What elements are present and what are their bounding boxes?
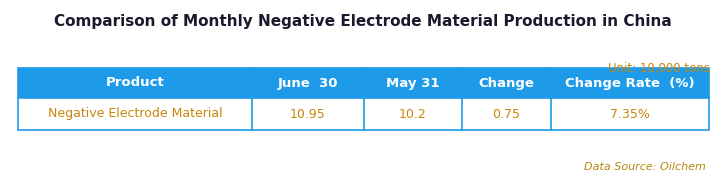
Text: 0.75: 0.75 [492, 107, 520, 120]
Bar [18, 98, 709, 130]
Text: May 31: May 31 [386, 76, 439, 89]
Text: Negative Electrode Material: Negative Electrode Material [47, 107, 222, 120]
Text: Change: Change [478, 76, 534, 89]
Text: Unit: 10,000 tons: Unit: 10,000 tons [608, 62, 710, 75]
Text: Data Source: Oilchem: Data Source: Oilchem [584, 162, 706, 172]
Text: 10.95: 10.95 [290, 107, 326, 120]
Text: Comparison of Monthly Negative Electrode Material Production in China: Comparison of Monthly Negative Electrode… [54, 14, 672, 29]
Text: Product: Product [105, 76, 164, 89]
Bar [18, 68, 709, 98]
Text: Change Rate  (%): Change Rate (%) [565, 76, 694, 89]
Text: 10.2: 10.2 [398, 107, 427, 120]
Text: June  30: June 30 [278, 76, 338, 89]
Text: 7.35%: 7.35% [610, 107, 650, 120]
